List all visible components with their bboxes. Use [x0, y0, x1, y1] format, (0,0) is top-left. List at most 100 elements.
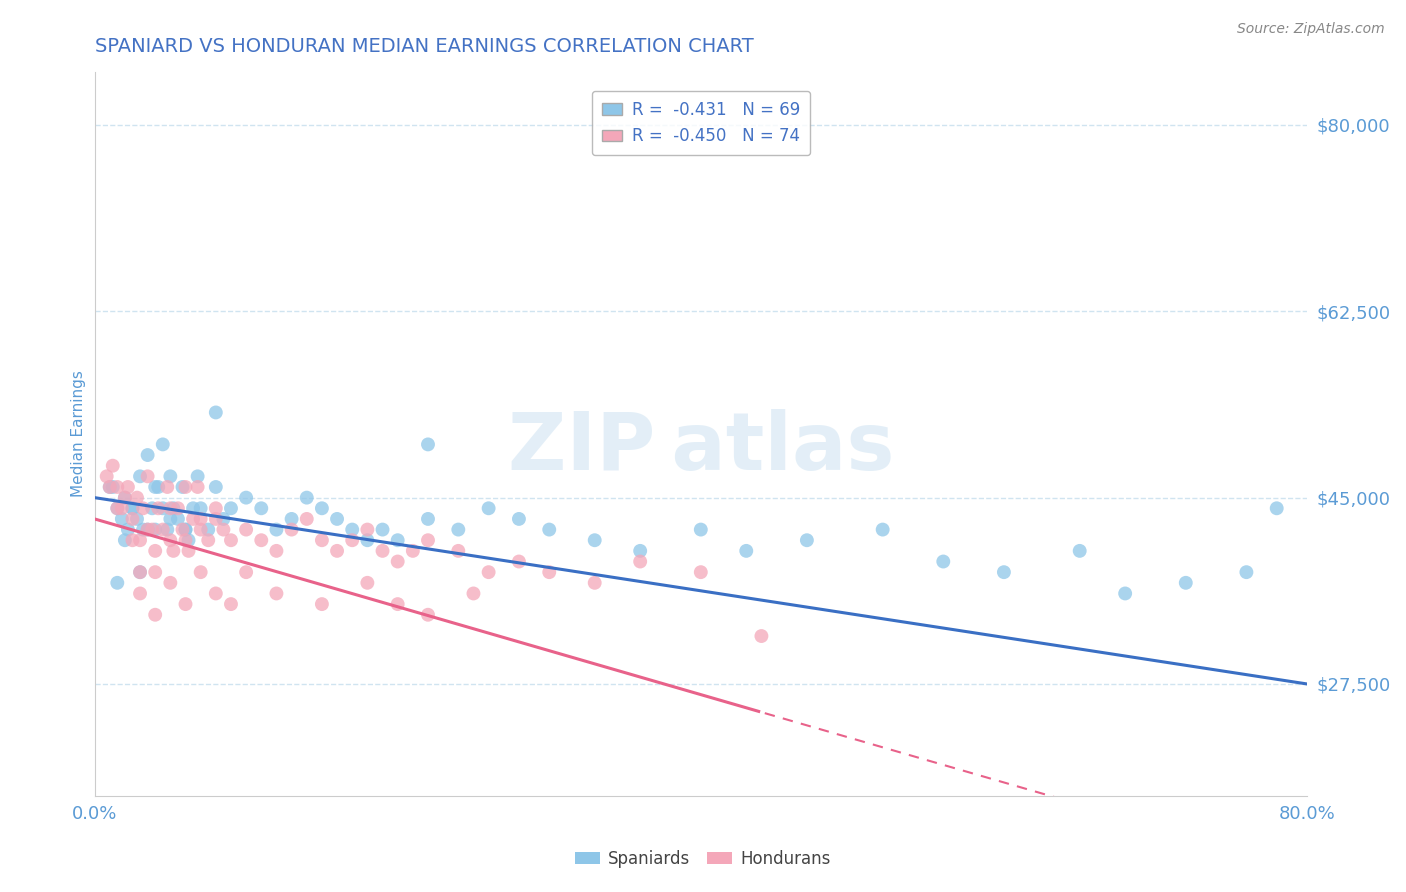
Point [121, 533, 143, 548]
Point [105, 575, 128, 590]
Point [204, 501, 226, 516]
Point [416, 512, 439, 526]
Point [356, 523, 378, 537]
Point [105, 480, 128, 494]
Point [235, 491, 257, 505]
Point [326, 544, 349, 558]
Point [628, 555, 651, 569]
Point [356, 575, 378, 590]
Text: Source: ZipAtlas.com: Source: ZipAtlas.com [1237, 22, 1385, 37]
Point [387, 597, 409, 611]
Point [174, 480, 197, 494]
Point [371, 544, 394, 558]
Point [311, 501, 333, 516]
Point [136, 523, 159, 537]
Point [114, 533, 136, 548]
Point [204, 480, 226, 494]
Point [371, 523, 394, 537]
Point [416, 533, 439, 548]
Point [117, 480, 139, 494]
Point [689, 523, 711, 537]
Point [1114, 586, 1136, 600]
Point [463, 586, 485, 600]
Point [342, 523, 364, 537]
Point [156, 480, 179, 494]
Text: SPANIARD VS HONDURAN MEDIAN EARNINGS CORRELATION CHART: SPANIARD VS HONDURAN MEDIAN EARNINGS COR… [94, 37, 754, 56]
Point [508, 512, 530, 526]
Point [181, 512, 204, 526]
Point [295, 512, 318, 526]
Point [538, 565, 561, 579]
Point [212, 512, 235, 526]
Point [129, 586, 152, 600]
Point [148, 480, 170, 494]
Point [190, 523, 212, 537]
Point [159, 501, 181, 516]
Point [156, 523, 179, 537]
Point [114, 491, 136, 505]
Point [402, 544, 425, 558]
Point [190, 512, 212, 526]
Point [197, 533, 219, 548]
Point [181, 501, 204, 516]
Point [172, 523, 194, 537]
Point [219, 501, 242, 516]
Point [129, 533, 152, 548]
Point [212, 523, 235, 537]
Point [177, 544, 200, 558]
Point [143, 523, 166, 537]
Point [280, 523, 302, 537]
Point [266, 523, 288, 537]
Point [105, 501, 128, 516]
Point [111, 501, 134, 516]
Point [121, 501, 143, 516]
Point [219, 597, 242, 611]
Point [295, 491, 318, 505]
Point [204, 405, 226, 419]
Point [932, 555, 955, 569]
Point [129, 565, 152, 579]
Point [478, 501, 501, 516]
Text: ZIP atlas: ZIP atlas [508, 409, 894, 487]
Point [508, 555, 530, 569]
Point [187, 480, 209, 494]
Point [447, 523, 470, 537]
Legend: R =  -0.431   N = 69, R =  -0.450   N = 74: R = -0.431 N = 69, R = -0.450 N = 74 [592, 91, 810, 155]
Point [152, 501, 174, 516]
Point [735, 544, 758, 558]
Point [326, 512, 349, 526]
Point [174, 533, 197, 548]
Point [129, 565, 152, 579]
Point [235, 523, 257, 537]
Point [125, 491, 148, 505]
Point [204, 586, 226, 600]
Point [387, 555, 409, 569]
Point [111, 512, 134, 526]
Point [101, 480, 124, 494]
Point [1069, 544, 1091, 558]
Point [1234, 565, 1257, 579]
Point [583, 575, 606, 590]
Point [583, 533, 606, 548]
Point [141, 523, 163, 537]
Y-axis label: Median Earnings: Median Earnings [72, 370, 86, 497]
Point [197, 523, 219, 537]
Point [152, 437, 174, 451]
Point [136, 469, 159, 483]
Point [132, 501, 155, 516]
Point [174, 523, 197, 537]
Point [152, 523, 174, 537]
Legend: Spaniards, Hondurans: Spaniards, Hondurans [568, 844, 838, 875]
Point [136, 523, 159, 537]
Point [190, 501, 212, 516]
Point [266, 586, 288, 600]
Point [628, 544, 651, 558]
Point [204, 512, 226, 526]
Point [159, 512, 181, 526]
Point [172, 480, 194, 494]
Point [143, 480, 166, 494]
Point [136, 448, 159, 462]
Point [416, 437, 439, 451]
Point [141, 501, 163, 516]
Point [121, 512, 143, 526]
